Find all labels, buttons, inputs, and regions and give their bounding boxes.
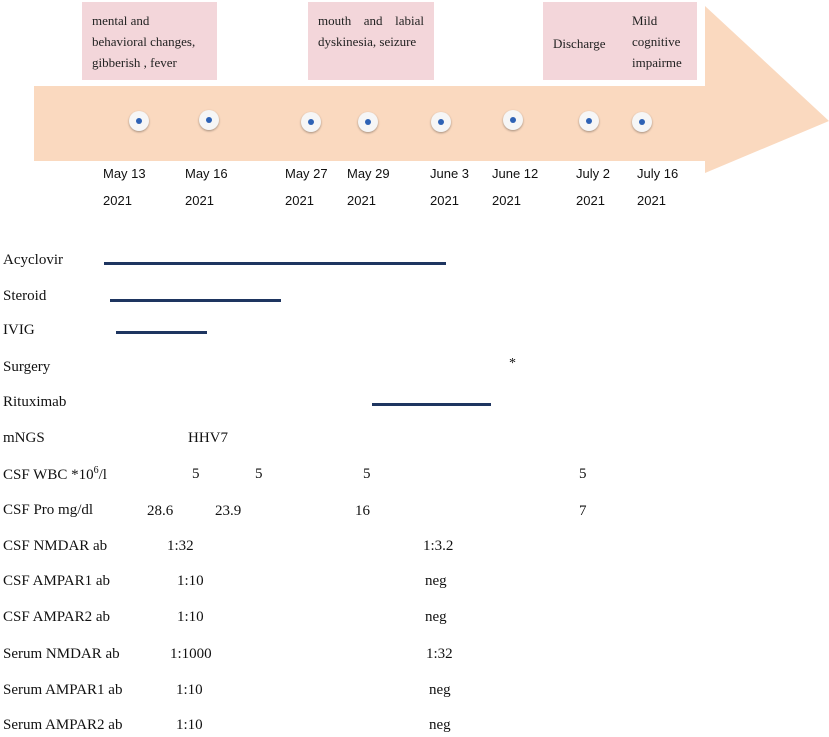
- serum-ampar1-value: neg: [429, 682, 451, 698]
- label-ivig: IVIG: [3, 322, 35, 338]
- csf-wbc-value: 5: [579, 466, 587, 482]
- csf-pro-value: 16: [355, 503, 370, 519]
- timepoint-dot: [129, 111, 149, 131]
- event-discharge: Discharge: [543, 2, 622, 80]
- label-mngs: mNGS: [3, 430, 45, 446]
- timepoint-dot: [358, 112, 378, 132]
- date-may27: May 27 2021: [285, 166, 328, 208]
- date-may29: May 29 2021: [347, 166, 390, 208]
- label-csf-wbc: CSF WBC *106/l: [3, 465, 107, 483]
- label-csf-nmdar: CSF NMDAR ab: [3, 538, 108, 554]
- mngs-value: HHV7: [188, 430, 228, 446]
- date-july2: July 2 2021: [576, 166, 610, 208]
- csf-nmdar-value: 1:32: [167, 538, 194, 554]
- label-csf-ampar1: CSF AMPAR1 ab: [3, 573, 110, 589]
- timepoint-dot: [579, 111, 599, 131]
- label-acyclovir: Acyclovir: [3, 252, 63, 268]
- bar-ivig: [116, 331, 207, 334]
- csf-wbc-value: 5: [192, 466, 200, 482]
- event-onset: mental and behavioral changes, gibberish…: [82, 2, 217, 80]
- bar-rituximab: [372, 403, 491, 406]
- label-csf-pro: CSF Pro mg/dl: [3, 502, 94, 518]
- timepoint-dot: [503, 110, 523, 130]
- event-dyskinesia: mouth and labial dyskinesia, seizure: [308, 2, 434, 80]
- bar-steroid: [110, 299, 281, 302]
- bar-acyclovir: [104, 262, 446, 265]
- label-serum-ampar2: Serum AMPAR2 ab: [3, 717, 123, 733]
- timeline-arrow: [34, 6, 829, 173]
- label-serum-nmdar: Serum NMDAR ab: [3, 646, 120, 662]
- label-serum-ampar1: Serum AMPAR1 ab: [3, 682, 123, 698]
- date-july16: July 16 2021: [637, 166, 679, 208]
- serum-nmdar-value: 1:32: [426, 646, 453, 662]
- timepoint-dot: [632, 112, 652, 132]
- csf-pro-value: 28.6: [147, 503, 174, 519]
- date-june12: June 12 2021: [492, 166, 539, 208]
- csf-nmdar-value: 1:3.2: [423, 538, 454, 554]
- date-may16: May 16 2021: [185, 166, 228, 208]
- csf-ampar2-value: neg: [425, 609, 447, 625]
- surgery-marker: *: [509, 356, 516, 371]
- serum-ampar2-value: 1:10: [176, 717, 203, 733]
- timepoint-dot: [301, 112, 321, 132]
- csf-wbc-value: 5: [255, 466, 263, 482]
- serum-ampar1-value: 1:10: [176, 682, 203, 698]
- label-surgery: Surgery: [3, 359, 51, 375]
- date-may13: May 13 2021: [103, 166, 146, 208]
- date-june3: June 3 2021: [430, 166, 470, 208]
- csf-ampar1-value: neg: [425, 573, 447, 589]
- timepoint-dot: [431, 112, 451, 132]
- label-rituximab: Rituximab: [3, 394, 67, 410]
- serum-ampar2-value: neg: [429, 717, 451, 733]
- csf-wbc-value: 5: [363, 466, 371, 482]
- label-csf-ampar2: CSF AMPAR2 ab: [3, 609, 110, 625]
- csf-ampar1-value: 1:10: [177, 573, 204, 589]
- label-steroid: Steroid: [3, 288, 47, 304]
- event-followup: Mild cognitive impairme: [622, 2, 697, 80]
- serum-nmdar-value: 1:1000: [170, 646, 212, 662]
- timepoint-dot: [199, 110, 219, 130]
- csf-ampar2-value: 1:10: [177, 609, 204, 625]
- csf-pro-value: 7: [579, 503, 587, 519]
- csf-pro-value: 23.9: [215, 503, 242, 519]
